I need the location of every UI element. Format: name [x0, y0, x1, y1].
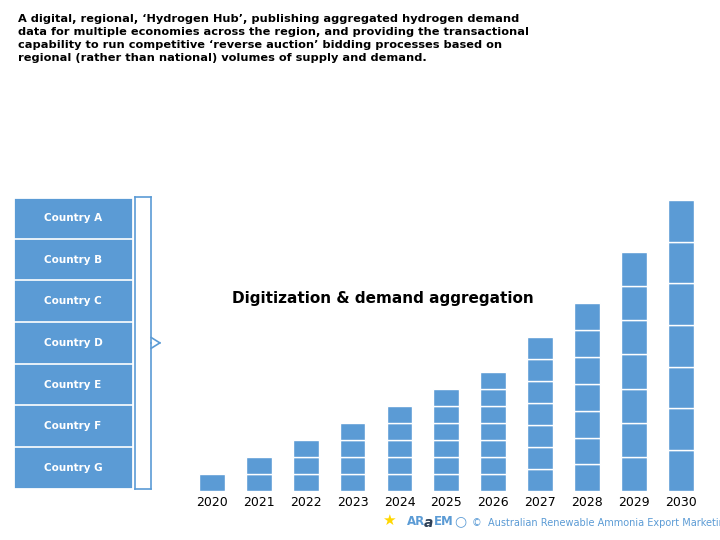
Bar — [293, 440, 318, 457]
Bar — [433, 389, 459, 406]
Bar — [527, 338, 553, 359]
Text: ○: ○ — [455, 514, 467, 528]
Bar — [668, 200, 694, 242]
Text: Country F: Country F — [45, 421, 102, 431]
Bar — [621, 457, 647, 491]
Text: AR: AR — [407, 515, 425, 528]
Bar — [575, 303, 600, 330]
Text: Digitization & demand aggregation: Digitization & demand aggregation — [233, 291, 534, 306]
Text: Country C: Country C — [44, 296, 102, 306]
Bar — [199, 474, 225, 491]
Text: A digital, regional, ‘Hydrogen Hub’, publishing aggregated hydrogen demand
data : A digital, regional, ‘Hydrogen Hub’, pub… — [18, 14, 529, 63]
Bar — [387, 474, 413, 491]
Bar — [527, 359, 553, 381]
Text: Country B: Country B — [44, 254, 102, 265]
Text: Country A: Country A — [44, 213, 102, 223]
Bar — [340, 440, 366, 457]
Text: ©  Australian Renewable Ammonia Export Marketing: © Australian Renewable Ammonia Export Ma… — [472, 518, 720, 528]
Bar — [527, 426, 553, 447]
Bar — [621, 286, 647, 320]
Bar — [575, 330, 600, 357]
Bar — [480, 440, 506, 457]
Bar — [668, 367, 694, 408]
Bar — [621, 389, 647, 423]
Text: Country D: Country D — [44, 338, 102, 348]
Bar — [480, 389, 506, 406]
Bar — [433, 474, 459, 491]
Bar — [480, 406, 506, 423]
Bar — [340, 474, 366, 491]
Bar — [621, 354, 647, 389]
Text: ★: ★ — [382, 513, 395, 528]
Bar — [527, 469, 553, 491]
Bar — [480, 423, 506, 440]
Bar — [433, 406, 459, 423]
Text: Country E: Country E — [45, 380, 102, 389]
Bar — [433, 423, 459, 440]
Bar — [480, 372, 506, 389]
Bar — [527, 403, 553, 426]
Bar — [575, 437, 600, 464]
Bar — [340, 457, 366, 474]
Bar — [668, 284, 694, 325]
Bar — [246, 457, 271, 474]
Bar — [668, 242, 694, 284]
Bar — [527, 381, 553, 403]
Bar — [575, 410, 600, 437]
Bar — [527, 447, 553, 469]
Bar — [621, 423, 647, 457]
Text: EM: EM — [433, 515, 453, 528]
Bar — [621, 252, 647, 286]
Bar — [575, 384, 600, 410]
Text: Country G: Country G — [44, 463, 102, 473]
Bar — [433, 440, 459, 457]
Bar — [621, 320, 647, 354]
Bar — [433, 457, 459, 474]
Bar — [293, 474, 318, 491]
Bar — [293, 457, 318, 474]
Text: a: a — [424, 516, 433, 530]
Bar — [387, 440, 413, 457]
Bar — [480, 457, 506, 474]
Bar — [575, 357, 600, 384]
Bar — [480, 474, 506, 491]
Bar — [668, 450, 694, 491]
Bar — [246, 474, 271, 491]
Bar — [340, 423, 366, 440]
Bar — [387, 406, 413, 423]
Bar — [387, 457, 413, 474]
Bar — [575, 464, 600, 491]
Bar — [387, 423, 413, 440]
Bar — [668, 408, 694, 450]
Bar — [668, 325, 694, 367]
